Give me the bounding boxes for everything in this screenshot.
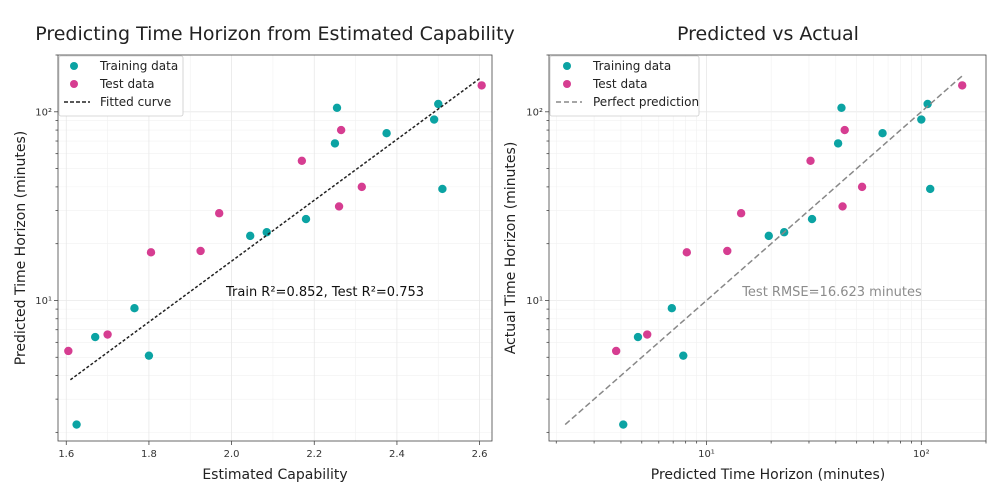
chart1-train-point xyxy=(332,103,342,113)
chart2-legend-perfect-label: Perfect prediction xyxy=(593,95,699,109)
chart1-legend-box xyxy=(58,55,184,117)
chart1-xlabel: Estimated Capability xyxy=(202,467,347,483)
chart2-ytick-label: 10¹ xyxy=(526,296,543,307)
chart1-test-point xyxy=(297,156,307,165)
chart2-test-point xyxy=(682,248,691,257)
chart1-test-point xyxy=(477,81,486,90)
chart1-test-point xyxy=(215,209,224,218)
chart1-train-point xyxy=(91,332,100,342)
chart1-title: Predicting Time Horizon from Estimated C… xyxy=(35,23,515,45)
chart2-test-point xyxy=(643,330,652,339)
chart1-xtick-label: 2.0 xyxy=(224,449,240,460)
chart1-legend: Training data Test data Fitted curve xyxy=(58,55,184,117)
chart1-test-point xyxy=(196,246,205,256)
chart1-plot-frame xyxy=(57,54,493,442)
chart1-xtick-label: 2.4 xyxy=(389,449,405,460)
chart2-train-point xyxy=(923,99,932,109)
chart2-plot-frame xyxy=(548,54,987,442)
chart1-train-point xyxy=(429,115,439,124)
chart2-test-point xyxy=(958,81,967,90)
chart1-legend-fit-label: Fitted curve xyxy=(100,95,171,109)
chart2-train-point xyxy=(926,184,935,194)
chart2-xtick-label: 10² xyxy=(913,449,930,460)
chart1-ylabel: Predicted Time Horizon (minutes) xyxy=(13,131,29,365)
chart2-train-point xyxy=(764,231,773,241)
chart2-perfect-prediction-line xyxy=(564,75,963,426)
chart2-legend-train-marker xyxy=(563,62,571,70)
chart1-train-point xyxy=(382,129,391,138)
chart2-legend-train-label: Training data xyxy=(592,59,671,73)
chart1-xtick-label: 1.6 xyxy=(58,449,74,460)
chart1-legend-train-label: Training data xyxy=(99,59,178,73)
chart1-train-point xyxy=(246,231,255,241)
chart1-test-point xyxy=(64,346,73,356)
chart2-annotation: Test RMSE=16.623 minutes xyxy=(741,285,922,300)
chart2-legend-box xyxy=(549,55,700,117)
chart1-annotation: Train R²=0.852, Test R²=0.753 xyxy=(225,285,424,300)
chart1-test-point xyxy=(336,125,346,135)
chart1-ytick-label: 10¹ xyxy=(35,296,52,307)
chart2-train-point xyxy=(633,332,643,342)
chart2-train-point xyxy=(619,420,628,429)
chart2-xlabel: Predicted Time Horizon (minutes) xyxy=(651,467,885,483)
chart1-train-point xyxy=(301,214,311,224)
chart1-train-point xyxy=(434,99,443,109)
chart1-ytick-label: 10² xyxy=(35,107,52,118)
chart2-test-point xyxy=(736,209,746,218)
chart1-train-point xyxy=(330,139,340,148)
chart2-train-point xyxy=(679,351,688,360)
chart2-test-point xyxy=(806,156,815,165)
chart1-train-point xyxy=(438,184,447,194)
chart2-test-point xyxy=(723,246,732,256)
chart2-title: Predicted vs Actual xyxy=(677,23,859,45)
chart1-xtick-label: 2.2 xyxy=(306,449,322,460)
chart2-train-point xyxy=(878,129,887,138)
chart2-ytick-label: 10² xyxy=(526,107,543,118)
chart2-test-point xyxy=(840,125,849,135)
chart2-test-point xyxy=(838,202,847,211)
chart2-train-point xyxy=(807,214,817,224)
chart2-legend-test-marker xyxy=(563,80,571,88)
chart1-test-point xyxy=(146,248,156,257)
chart1-legend-test-label: Test data xyxy=(99,77,154,91)
chart1-legend-train-marker xyxy=(70,62,78,70)
chart2-train-point xyxy=(833,139,843,148)
chart1-xtick-label: 2.6 xyxy=(472,449,488,460)
chart1-train-point xyxy=(72,420,81,429)
chart1-test-point xyxy=(357,182,366,192)
chart2-legend-test-label: Test data xyxy=(592,77,647,91)
chart1-test-point xyxy=(103,330,112,339)
chart1-legend-test-marker xyxy=(70,80,78,88)
chart1-train-point xyxy=(144,351,154,360)
chart2-train-point xyxy=(917,115,926,124)
chart2-legend: Training data Test data Perfect predicti… xyxy=(549,55,700,117)
chart2-train-point xyxy=(667,304,677,313)
chart1-fitted-curve xyxy=(69,77,481,381)
chart2-test-point xyxy=(857,182,867,192)
chart1-xtick-label: 1.8 xyxy=(141,449,157,460)
chart1-train-point xyxy=(130,304,139,313)
chart2-test-point xyxy=(611,346,621,356)
chart1-test-point xyxy=(334,202,344,211)
chart2-xtick-label: 10¹ xyxy=(698,449,715,460)
chart2-ylabel: Actual Time Horizon (minutes) xyxy=(503,142,519,355)
chart2-train-point xyxy=(837,103,846,113)
